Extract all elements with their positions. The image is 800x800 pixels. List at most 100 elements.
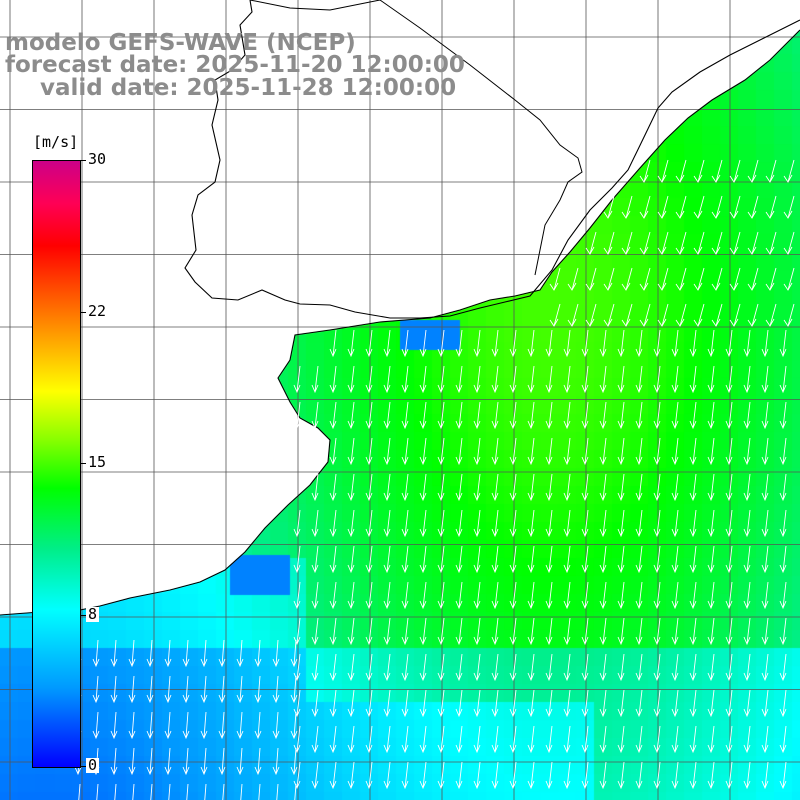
wind-arrow — [473, 509, 481, 538]
wind-arrow — [567, 303, 579, 327]
wind-arrow — [545, 545, 553, 574]
wind-arrow — [765, 231, 777, 255]
wind-arrow — [182, 639, 190, 668]
wind-arrow — [419, 473, 427, 502]
wind-arrow — [329, 689, 337, 718]
wind-arrow — [779, 725, 787, 754]
wind-arrow — [545, 365, 553, 394]
wind-arrow — [473, 545, 481, 574]
wind-arrow — [689, 545, 697, 574]
wind-arrow — [671, 689, 679, 718]
wind-arrow — [617, 725, 625, 754]
wind-arrow — [567, 267, 579, 291]
wind-arrow — [290, 747, 298, 776]
wind-arrow — [509, 437, 517, 466]
wind-arrow — [329, 437, 337, 466]
wind-arrow — [585, 267, 597, 291]
wind-arrow — [743, 545, 751, 574]
wind-arrow — [473, 653, 481, 682]
colorbar-tick-label: 8 — [86, 605, 100, 623]
wind-arrow — [419, 437, 427, 466]
wind-arrow — [401, 545, 409, 574]
wind-arrow — [545, 725, 553, 754]
wind-arrow — [401, 653, 409, 682]
wind-arrow — [707, 365, 715, 394]
colorbar-tick-label: 22 — [86, 302, 109, 320]
wind-arrow — [689, 581, 697, 610]
wind-arrow — [725, 509, 733, 538]
wind-arrow — [761, 653, 769, 682]
wind-arrow — [639, 231, 651, 255]
colorbar-tick-label: 15 — [86, 453, 109, 471]
wind-arrow — [128, 747, 136, 776]
wind-arrow — [527, 653, 535, 682]
wind-arrow — [779, 761, 787, 790]
wind-arrow — [437, 617, 445, 646]
wind-arrow — [545, 689, 553, 718]
map-title-model: modelo GEFS-WAVE (NCEP) — [5, 30, 356, 56]
wind-arrow — [743, 401, 751, 430]
wind-arrow — [671, 581, 679, 610]
wind-arrow — [455, 509, 463, 538]
wind-arrow — [240, 783, 243, 800]
wind-arrow — [743, 581, 751, 610]
wind-arrow — [383, 545, 391, 574]
wind-arrow — [290, 639, 298, 668]
wind-arrow — [527, 545, 535, 574]
wind-arrow — [437, 401, 445, 430]
wind-arrow — [311, 689, 319, 718]
wind-arrow — [401, 401, 409, 430]
wind-arrow — [635, 401, 643, 430]
wind-arrow — [383, 725, 391, 754]
wind-arrow — [725, 365, 733, 394]
wind-arrow — [635, 689, 643, 718]
wind-arrow — [707, 509, 715, 538]
wind-arrow — [689, 473, 697, 502]
wind-arrow — [236, 639, 244, 668]
wind-arrow — [689, 437, 697, 466]
wind-arrow — [365, 617, 373, 646]
wind-arrow — [383, 509, 391, 538]
wind-arrow — [707, 401, 715, 430]
wind-arrow — [671, 329, 679, 358]
country-border — [249, 0, 583, 276]
wind-arrow — [747, 159, 759, 183]
wind-arrow — [783, 195, 795, 219]
wind-arrow — [671, 725, 679, 754]
wind-arrow — [365, 437, 373, 466]
wind-arrow — [621, 195, 633, 219]
wind-arrow — [635, 329, 643, 358]
wind-arrow — [743, 437, 751, 466]
wind-arrow — [182, 711, 190, 740]
wind-arrow — [545, 581, 553, 610]
wind-arrow — [747, 303, 759, 327]
wind-arrow — [365, 401, 373, 430]
wind-arrow — [689, 761, 697, 790]
wind-arrow — [689, 329, 697, 358]
wind-arrow — [545, 473, 553, 502]
wind-arrow — [437, 653, 445, 682]
wind-arrow — [585, 231, 597, 255]
wind-arrow — [365, 365, 373, 394]
wind-arrow — [200, 747, 208, 776]
wind-arrow — [455, 689, 463, 718]
wind-arrow — [653, 437, 661, 466]
wind-arrow — [491, 689, 499, 718]
wind-arrow — [743, 365, 751, 394]
wind-arrow — [545, 617, 553, 646]
wind-arrow — [761, 509, 769, 538]
wind-arrow — [657, 231, 669, 255]
wind-arrow — [293, 545, 301, 574]
wind-arrow — [635, 365, 643, 394]
wind-arrow — [545, 761, 553, 790]
wind-arrow — [747, 195, 759, 219]
wind-arrow — [96, 783, 99, 800]
wind-arrow — [729, 267, 741, 291]
wind-arrow — [581, 473, 589, 502]
wind-arrow — [639, 303, 651, 327]
wind-arrow — [146, 639, 154, 668]
wind-arrow — [527, 617, 535, 646]
wind-arrow — [689, 509, 697, 538]
wind-arrow — [365, 725, 373, 754]
